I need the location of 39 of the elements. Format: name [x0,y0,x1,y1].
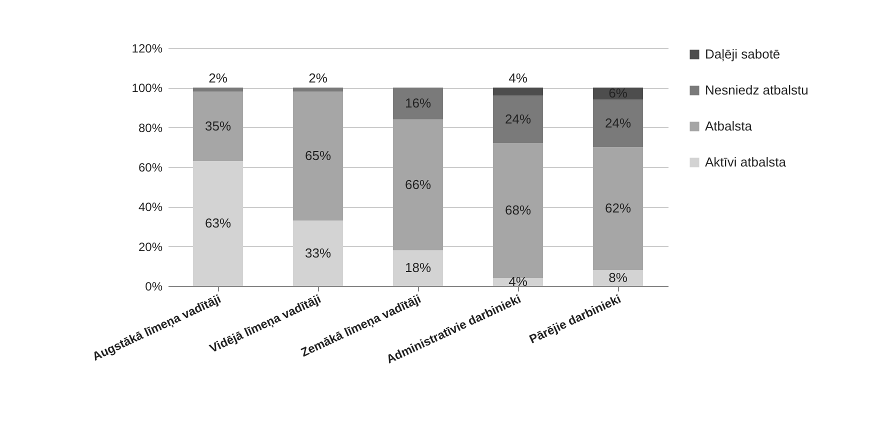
data-label: 63% [204,216,232,231]
data-label: 33% [304,245,332,260]
data-label: 65% [304,148,332,164]
data-label: 8% [608,270,628,286]
data-label: 35% [204,118,232,134]
data-label: 4% [508,70,528,86]
y-tick-label: 120% [132,42,163,56]
legend-label: Aktīvi atbalsta [705,154,787,170]
data-label: 2% [308,70,328,86]
data-label: 24% [604,115,632,130]
bar [493,96,543,144]
bar [493,143,543,278]
bar [193,88,243,92]
legend-label: Atbalsta [705,118,753,134]
bar [393,88,443,120]
data-label: 62% [604,200,632,216]
legend-label: Nesniedz atbalstu [705,82,808,98]
bar [393,119,443,250]
y-tick-label: 40% [138,200,163,214]
data-label: 24% [504,111,532,126]
legend-label: Daļēji sabotē [705,46,780,62]
y-tick-label: 20% [138,240,163,254]
bar [293,88,343,92]
bar [193,92,243,162]
data-label: 18% [404,260,432,276]
y-tick-label: 0% [145,280,163,294]
y-tick-label: 100% [132,81,163,96]
bar [393,250,443,286]
y-tick-label: 60% [138,160,163,174]
data-label: 66% [404,176,432,192]
bar [293,92,343,221]
data-label: 4% [508,274,528,290]
data-label: 68% [504,202,532,218]
data-label: 16% [404,96,432,111]
bar [493,88,543,96]
bar [593,147,643,270]
y-tick-label: 80% [138,120,163,135]
data-label: 2% [208,70,228,86]
bar [593,100,643,148]
